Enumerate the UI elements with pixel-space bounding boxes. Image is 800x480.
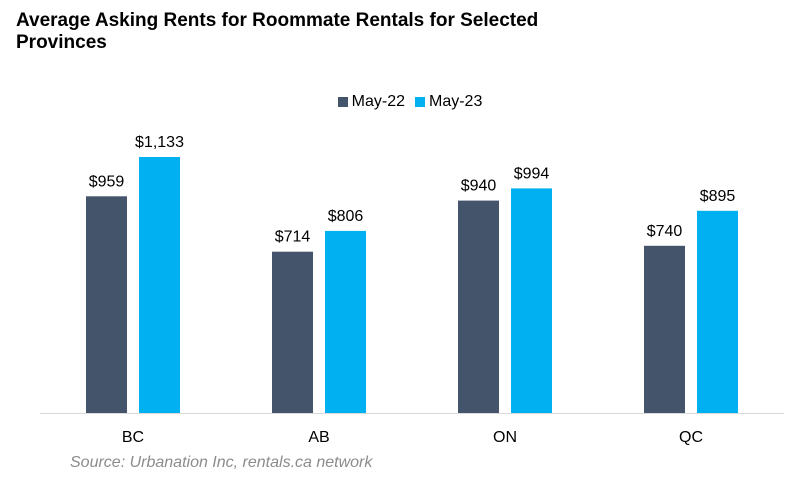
bar-on-may-22 bbox=[458, 200, 499, 413]
value-label-on-may-23: $994 bbox=[514, 165, 550, 182]
value-label-on-may-22: $940 bbox=[461, 178, 497, 195]
legend-label-may-23: May-23 bbox=[429, 93, 483, 110]
legend-swatch-may-23 bbox=[415, 97, 425, 107]
source-note: Source: Urbanation Inc, rentals.ca netwo… bbox=[70, 454, 373, 471]
legend-item-may-22: May-22 bbox=[337, 92, 405, 112]
bar-ab-may-22 bbox=[272, 251, 313, 413]
x-axis-tick-labels: BC AB ON QC bbox=[122, 429, 703, 446]
x-tick-label-on: ON bbox=[493, 429, 517, 446]
legend-swatch-may-22 bbox=[337, 97, 348, 107]
bar-bc-may-22 bbox=[86, 196, 127, 413]
value-label-qc-may-23: $895 bbox=[700, 188, 736, 205]
legend: May-22 May-23 bbox=[0, 92, 800, 112]
x-tick-label-bc: BC bbox=[122, 429, 144, 446]
value-label-bc-may-22: $959 bbox=[89, 173, 125, 190]
value-label-ab-may-23: $806 bbox=[328, 208, 364, 225]
bars-group bbox=[86, 157, 738, 413]
value-label-qc-may-22: $740 bbox=[647, 223, 683, 240]
bar-on-may-23 bbox=[511, 188, 552, 413]
legend-label-may-22: May-22 bbox=[351, 93, 405, 110]
x-tick-label-ab: AB bbox=[308, 429, 329, 446]
value-label-bc-may-23: $1,133 bbox=[135, 134, 184, 151]
bar-qc-may-22 bbox=[644, 245, 685, 413]
chart-title: Average Asking Rents for Roommate Rental… bbox=[16, 10, 539, 53]
value-labels-group: $959 $1,133 $714 $806 $940 $994 $740 $895 bbox=[89, 134, 736, 246]
x-tick-label-qc: QC bbox=[679, 429, 703, 446]
bar-ab-may-23 bbox=[325, 230, 366, 413]
legend-item-may-23: May-23 bbox=[415, 92, 482, 112]
bar-qc-may-23 bbox=[697, 210, 738, 413]
value-label-ab-may-22: $714 bbox=[275, 229, 311, 246]
bar-bc-may-23 bbox=[139, 157, 180, 413]
